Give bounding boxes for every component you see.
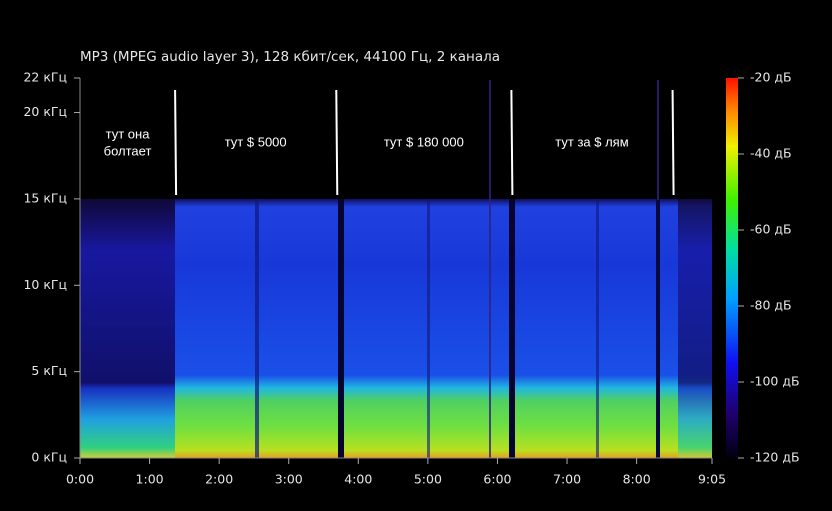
x-tick-label: 9:05: [698, 472, 726, 487]
colorbar-tick-label: -120 дБ: [750, 450, 800, 465]
colorbar: [726, 78, 738, 458]
colorbar-tick-label: -100 дБ: [750, 374, 800, 389]
annotation: тут она: [106, 126, 151, 141]
x-tick-label: 6:00: [483, 472, 511, 487]
x-tick-label: 5:00: [414, 472, 442, 487]
colorbar-tick-label: -80 дБ: [750, 298, 792, 313]
annotation: тут $ 180 000: [384, 134, 464, 149]
y-tick-label: 22 кГц: [23, 70, 67, 85]
y-tick-label: 0 кГц: [31, 450, 67, 465]
spectrogram: [80, 80, 712, 458]
y-tick-label: 20 кГц: [23, 104, 67, 119]
x-tick-label: 3:00: [275, 472, 303, 487]
x-tick-label: 1:00: [136, 472, 164, 487]
annotation: тут за $ лям: [555, 134, 628, 149]
x-tick-label: 0:00: [66, 472, 94, 487]
colorbar-tick-label: -40 дБ: [750, 146, 792, 161]
y-tick-label: 15 кГц: [23, 190, 67, 205]
chart-title: MP3 (MPEG audio layer 3), 128 кбит/сек, …: [80, 49, 500, 65]
section-marker: [671, 89, 675, 196]
colorbar-tick-label: -60 дБ: [750, 222, 792, 237]
section-marker: [174, 89, 178, 196]
y-tick-label: 5 кГц: [31, 363, 67, 378]
x-tick-label: 2:00: [205, 472, 233, 487]
colorbar-tick-label: -20 дБ: [750, 70, 792, 85]
section-marker: [510, 89, 514, 196]
annotation: тут $ 5000: [225, 134, 287, 149]
x-tick-label: 8:00: [623, 472, 651, 487]
y-tick-label: 10 кГц: [23, 277, 67, 292]
x-tick-label: 4:00: [344, 472, 372, 487]
annotation: болтает: [104, 143, 152, 158]
section-marker: [335, 89, 339, 196]
x-tick-label: 7:00: [553, 472, 581, 487]
